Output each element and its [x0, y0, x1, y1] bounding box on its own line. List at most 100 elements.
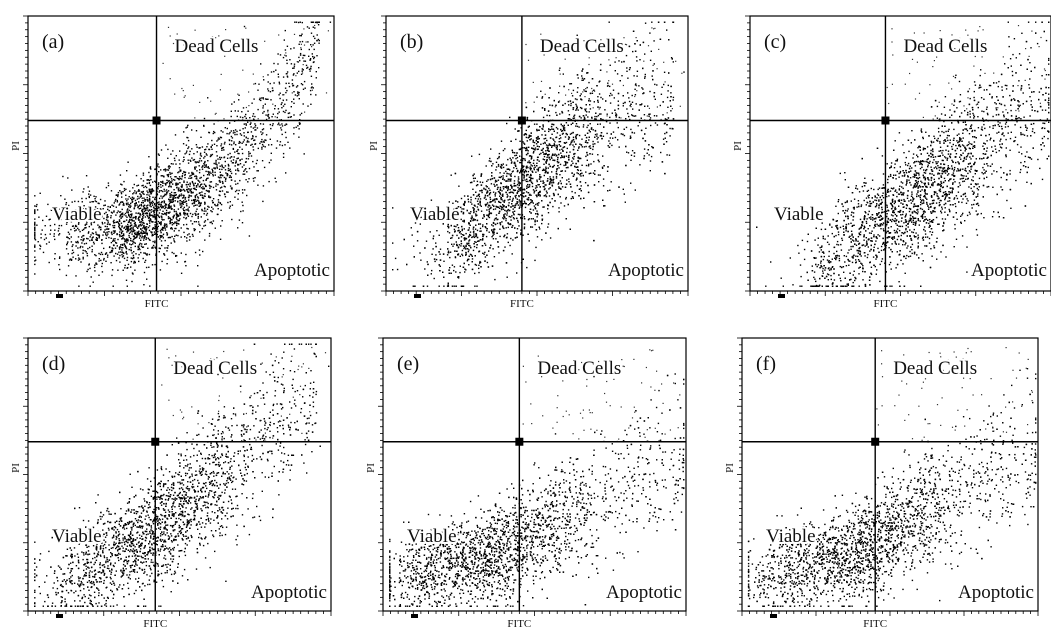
data-point — [593, 184, 596, 186]
data-point — [301, 70, 303, 72]
data-point — [190, 188, 192, 190]
data-point — [272, 113, 274, 115]
data-point — [95, 239, 98, 241]
data-point — [278, 34, 280, 36]
data-point — [460, 245, 462, 247]
data-point — [601, 167, 604, 169]
data-point — [539, 194, 541, 196]
data-point — [549, 158, 551, 161]
data-point — [180, 203, 182, 205]
data-point — [585, 104, 587, 106]
data-point — [476, 229, 479, 232]
data-point — [217, 137, 220, 139]
data-point — [37, 241, 39, 243]
data-point — [483, 214, 485, 216]
data-point — [597, 154, 599, 156]
data-point — [242, 128, 244, 130]
data-point — [142, 192, 144, 195]
data-point — [265, 134, 268, 136]
data-point — [181, 175, 183, 178]
data-point — [584, 118, 586, 120]
data-point — [486, 209, 488, 211]
data-point — [183, 96, 185, 98]
data-point — [221, 190, 224, 192]
data-point — [555, 111, 557, 114]
quadrant-label-apoptotic: Apoptotic — [254, 260, 330, 281]
data-point — [152, 216, 154, 218]
data-point — [510, 191, 512, 193]
data-point — [229, 175, 231, 177]
data-point — [192, 84, 194, 86]
data-point — [113, 255, 115, 257]
data-point — [208, 235, 211, 237]
data-point — [598, 93, 601, 95]
data-point — [490, 212, 492, 215]
data-point — [127, 238, 129, 241]
data-point — [186, 126, 188, 128]
data-point — [87, 213, 89, 216]
data-point — [88, 195, 90, 198]
data-point — [204, 203, 206, 205]
data-point — [267, 111, 269, 113]
data-point — [170, 222, 172, 224]
data-point — [159, 238, 161, 240]
data-point — [194, 188, 196, 190]
data-point — [71, 215, 73, 218]
data-point — [139, 248, 141, 251]
data-point — [206, 190, 209, 192]
data-point — [538, 129, 540, 131]
data-point — [143, 224, 145, 227]
data-point — [530, 158, 532, 160]
data-point — [499, 176, 502, 179]
data-point — [464, 268, 466, 270]
data-point — [511, 226, 513, 228]
data-point — [516, 202, 518, 205]
data-point — [208, 172, 210, 175]
data-point — [144, 185, 147, 188]
data-point — [162, 195, 164, 198]
data-point — [95, 237, 98, 239]
data-point — [146, 199, 149, 201]
data-point — [120, 183, 122, 185]
data-point — [254, 123, 256, 125]
data-point — [228, 176, 231, 179]
data-point — [461, 225, 463, 228]
data-point — [49, 218, 51, 220]
data-point — [284, 103, 286, 105]
data-point — [239, 146, 241, 148]
data-point — [547, 226, 549, 228]
data-point — [140, 205, 143, 207]
data-point — [96, 220, 99, 222]
data-point — [120, 244, 122, 246]
data-point — [121, 238, 123, 240]
data-point — [581, 77, 584, 79]
data-point — [131, 201, 133, 203]
data-point — [205, 165, 207, 167]
data-point — [267, 74, 269, 76]
data-point — [654, 98, 656, 100]
data-point — [234, 180, 236, 182]
data-point — [253, 180, 255, 182]
data-point — [166, 192, 168, 195]
data-point — [477, 194, 479, 196]
data-point — [556, 169, 558, 171]
data-point — [546, 146, 548, 149]
data-point — [249, 117, 251, 119]
data-point — [480, 173, 483, 175]
data-point — [132, 235, 135, 237]
data-point — [136, 235, 138, 237]
data-point — [235, 144, 237, 146]
data-point — [602, 155, 604, 157]
data-point — [58, 224, 60, 227]
data-point — [529, 166, 531, 168]
data-point — [134, 190, 136, 192]
data-point — [142, 180, 145, 182]
data-point — [164, 190, 166, 192]
data-point — [660, 151, 662, 154]
data-point — [491, 224, 493, 226]
data-point — [116, 199, 118, 202]
data-point — [60, 195, 62, 197]
data-point — [277, 63, 279, 65]
data-point — [109, 223, 111, 225]
data-point — [125, 198, 127, 200]
